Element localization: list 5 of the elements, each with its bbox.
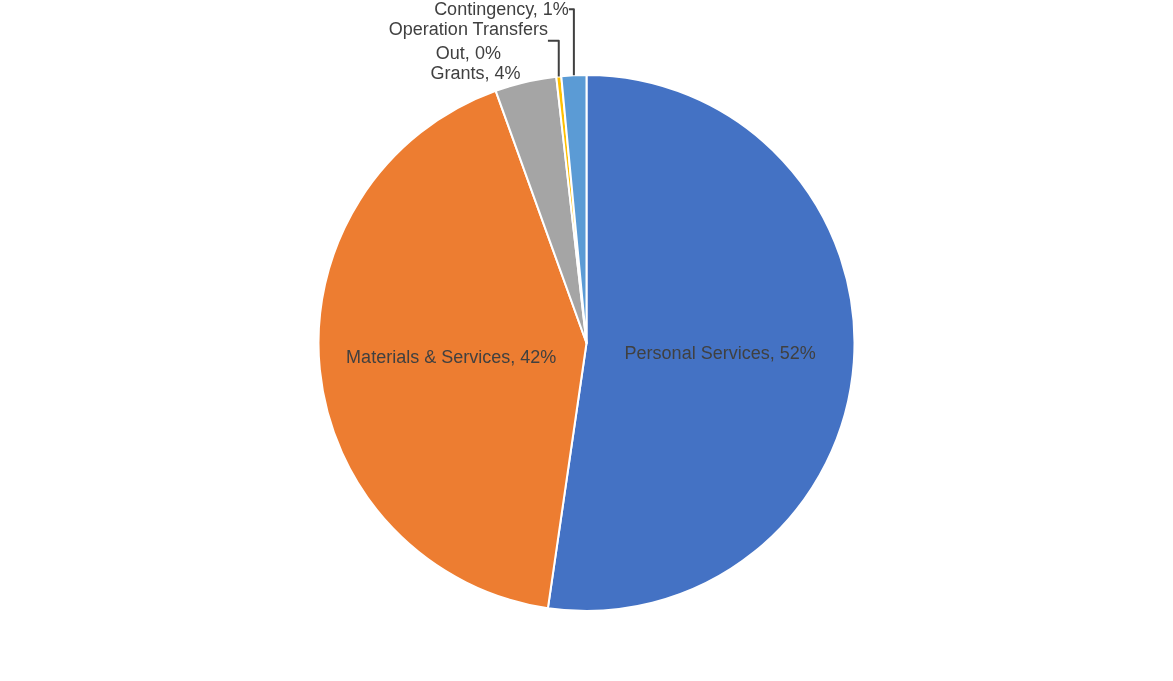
slice-label: Grants, 4%	[430, 62, 521, 83]
slice-label: Operation Transfers Out, 0%	[388, 19, 548, 63]
slice-label: Personal Services, 52%	[624, 342, 816, 363]
slice-label: Contingency, 1%	[434, 0, 569, 20]
slice-label: Materials & Services, 42%	[346, 346, 557, 367]
